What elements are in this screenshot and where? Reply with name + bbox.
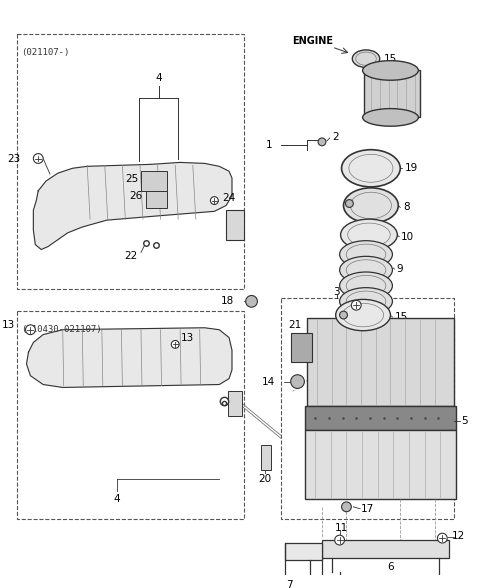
Ellipse shape	[336, 299, 390, 330]
Text: 19: 19	[405, 163, 419, 173]
Text: 14: 14	[262, 376, 275, 386]
Text: 16: 16	[345, 289, 358, 299]
Ellipse shape	[346, 275, 386, 296]
Text: 18: 18	[221, 296, 234, 306]
Bar	[261, 445, 271, 470]
Ellipse shape	[356, 52, 376, 65]
Circle shape	[335, 535, 345, 545]
Bar	[291, 333, 312, 362]
Polygon shape	[33, 162, 232, 249]
Text: 17: 17	[361, 504, 374, 514]
Bar	[364, 71, 420, 118]
Ellipse shape	[339, 272, 393, 299]
Circle shape	[351, 300, 361, 310]
Text: 13: 13	[1, 320, 15, 330]
Circle shape	[339, 311, 348, 319]
Text: 8: 8	[403, 202, 410, 212]
Bar	[226, 211, 244, 240]
Ellipse shape	[352, 50, 380, 68]
Circle shape	[25, 325, 36, 335]
Ellipse shape	[350, 192, 392, 219]
Text: 24: 24	[222, 193, 236, 203]
Text: 2: 2	[332, 132, 338, 142]
Ellipse shape	[346, 291, 386, 312]
Bar	[305, 406, 456, 430]
Ellipse shape	[349, 154, 393, 182]
Circle shape	[342, 502, 351, 512]
Text: 1: 1	[266, 140, 273, 150]
Ellipse shape	[348, 223, 390, 246]
Ellipse shape	[342, 150, 400, 187]
Text: 23: 23	[7, 153, 21, 163]
Text: 20: 20	[259, 475, 272, 485]
Ellipse shape	[343, 303, 384, 327]
Ellipse shape	[346, 260, 386, 280]
Text: 12: 12	[452, 531, 466, 541]
Circle shape	[318, 138, 326, 146]
Text: 5: 5	[461, 416, 468, 426]
Bar	[322, 540, 449, 557]
Text: (021107-): (021107-)	[22, 48, 70, 57]
Circle shape	[171, 340, 179, 348]
Ellipse shape	[341, 219, 397, 250]
Text: 6: 6	[387, 563, 394, 573]
Ellipse shape	[362, 61, 419, 80]
Text: 21: 21	[288, 320, 301, 330]
Ellipse shape	[339, 288, 393, 315]
Text: 11: 11	[335, 523, 348, 533]
Bar	[146, 191, 168, 208]
Text: ENGINE: ENGINE	[292, 36, 333, 46]
Bar	[305, 430, 456, 499]
Text: 4: 4	[113, 494, 120, 504]
Bar	[285, 543, 322, 560]
Text: 26: 26	[130, 191, 143, 201]
Circle shape	[33, 153, 43, 163]
Text: 9: 9	[396, 264, 403, 274]
Polygon shape	[26, 328, 232, 387]
Text: 25: 25	[125, 174, 138, 184]
Circle shape	[246, 296, 257, 307]
Ellipse shape	[362, 109, 419, 126]
Text: 10: 10	[401, 232, 414, 242]
Ellipse shape	[339, 240, 393, 268]
Ellipse shape	[339, 256, 393, 284]
Text: 7: 7	[286, 580, 292, 588]
Text: 15: 15	[395, 312, 408, 322]
Circle shape	[437, 533, 447, 543]
Circle shape	[210, 196, 218, 205]
Bar	[228, 392, 242, 416]
Text: 13: 13	[181, 333, 194, 343]
Text: 3: 3	[333, 286, 340, 296]
Circle shape	[346, 199, 353, 208]
Bar	[141, 171, 168, 191]
Ellipse shape	[346, 244, 386, 265]
Text: 15: 15	[384, 54, 397, 64]
Circle shape	[291, 375, 304, 389]
Ellipse shape	[344, 188, 398, 223]
Text: 4: 4	[156, 74, 162, 83]
Text: (010430-021107): (010430-021107)	[22, 325, 102, 334]
Text: 22: 22	[125, 251, 138, 261]
Bar	[307, 318, 454, 406]
